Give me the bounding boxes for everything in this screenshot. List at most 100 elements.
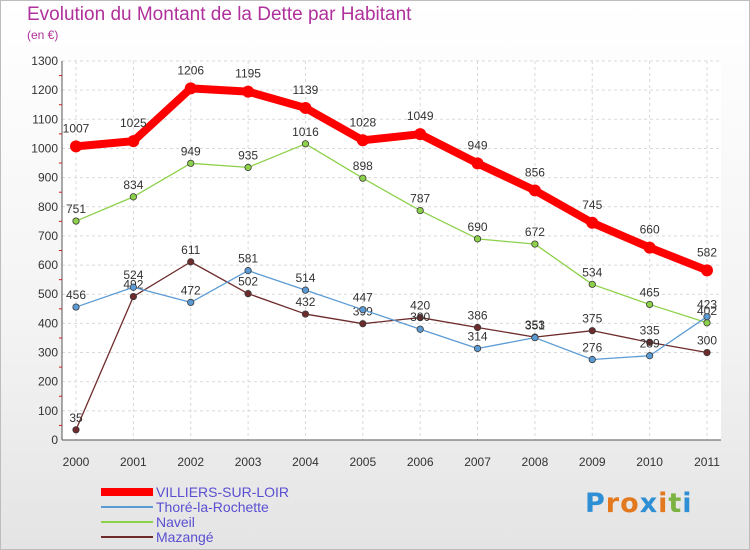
data-label: 402 xyxy=(697,304,717,318)
data-label: 935 xyxy=(238,148,258,162)
data-label: 472 xyxy=(181,283,201,297)
data-point xyxy=(359,306,367,314)
y-tick-label: 700 xyxy=(38,229,58,243)
data-label: 898 xyxy=(353,159,373,173)
data-point xyxy=(531,240,539,248)
data-label: 314 xyxy=(468,329,488,343)
logo-letter: r xyxy=(605,488,621,519)
data-label: 289 xyxy=(640,337,660,351)
data-label: 524 xyxy=(123,268,143,282)
data-label: 375 xyxy=(582,312,602,326)
data-label: 949 xyxy=(181,144,201,158)
legend-swatch xyxy=(101,536,153,538)
y-tick-label: 1200 xyxy=(31,83,58,97)
data-point xyxy=(70,140,82,153)
data-label: 35 xyxy=(69,411,83,425)
data-label: 581 xyxy=(238,252,258,266)
data-label: 351 xyxy=(525,319,545,333)
series-line xyxy=(75,143,708,324)
data-label: 514 xyxy=(295,271,315,285)
data-point xyxy=(473,323,482,332)
x-tick-label: 2003 xyxy=(235,455,262,469)
data-label: 1206 xyxy=(177,63,204,77)
data-point xyxy=(701,264,713,277)
data-label: 353 xyxy=(525,318,545,332)
y-tick-label: 200 xyxy=(38,375,58,389)
data-point xyxy=(244,267,252,275)
y-tick-label: 100 xyxy=(38,404,58,418)
data-point xyxy=(301,140,310,148)
data-point xyxy=(643,241,656,254)
x-tick-label: 2005 xyxy=(349,455,376,469)
data-point xyxy=(72,426,80,434)
logo-letter: x xyxy=(639,488,659,519)
data-point xyxy=(703,348,711,357)
data-label: 582 xyxy=(697,245,717,259)
data-label: 276 xyxy=(582,341,602,355)
data-point xyxy=(242,85,255,98)
x-tick-label: 2006 xyxy=(407,455,434,469)
y-tick-label: 1100 xyxy=(32,112,58,126)
data-label: 1007 xyxy=(63,121,90,135)
data-label: 834 xyxy=(123,178,143,192)
data-label: 1049 xyxy=(407,109,434,123)
data-label: 420 xyxy=(410,299,430,313)
legend-swatch xyxy=(101,521,153,523)
data-point xyxy=(184,82,197,95)
legend-label: VILLIERS-SUR-LOIR xyxy=(156,484,290,500)
data-label: 1016 xyxy=(292,125,319,139)
chart-subtitle: (en €) xyxy=(27,28,59,42)
data-label: 1028 xyxy=(349,115,376,129)
x-tick-label: 2004 xyxy=(292,455,319,469)
y-tick-label: 1000 xyxy=(31,141,58,155)
data-point xyxy=(359,320,367,328)
data-label: 787 xyxy=(410,192,430,206)
data-point xyxy=(187,159,195,167)
series-0: 1007 1025 1206 1195 1139 1028 1049 949 856 745 660… xyxy=(63,63,717,277)
data-point xyxy=(473,344,482,353)
data-label: 1025 xyxy=(120,116,147,130)
y-tick-label: 800 xyxy=(38,200,58,214)
x-tick-label: 2008 xyxy=(522,455,549,469)
x-tick-label: 2001 xyxy=(120,455,147,469)
data-label: 423 xyxy=(697,298,717,312)
data-point xyxy=(586,216,599,229)
data-label: 672 xyxy=(525,225,545,239)
logo-letter: i xyxy=(682,488,693,519)
data-point xyxy=(588,355,596,364)
x-tick-label: 2010 xyxy=(636,455,663,469)
logo-letter: t xyxy=(668,488,683,519)
proxiti-logo: Proxiti xyxy=(585,488,693,519)
data-label: 380 xyxy=(410,310,430,324)
data-point xyxy=(588,280,596,288)
data-point xyxy=(359,174,367,182)
series-line xyxy=(75,84,709,275)
data-point xyxy=(703,313,711,321)
data-point xyxy=(588,327,596,335)
y-tick-label: 500 xyxy=(38,287,58,301)
logo-letter: o xyxy=(620,488,640,519)
y-tick-label: 900 xyxy=(38,171,58,185)
data-point xyxy=(416,313,424,322)
data-label: 456 xyxy=(66,288,86,302)
data-label: 611 xyxy=(181,243,200,257)
data-point xyxy=(416,325,424,333)
data-point xyxy=(416,206,424,215)
y-tick-label: 300 xyxy=(38,346,58,360)
data-label: 949 xyxy=(468,138,488,152)
chart-title: Evolution du Montant de la Dette par Hab… xyxy=(27,4,412,25)
data-point xyxy=(646,300,654,309)
data-point xyxy=(299,101,312,114)
legend-label: Thoré-la-Rochette xyxy=(156,499,269,515)
series-3: 35492611502432399420386353375335300 xyxy=(69,243,717,434)
data-label: 386 xyxy=(468,308,488,322)
legend-swatch xyxy=(101,488,153,496)
data-label: 856 xyxy=(525,165,545,179)
data-label: 751 xyxy=(66,202,86,216)
data-point xyxy=(473,235,482,243)
y-tick-label: 0 xyxy=(51,433,58,447)
data-point xyxy=(646,338,654,346)
x-tick-label: 2011 xyxy=(694,455,720,469)
